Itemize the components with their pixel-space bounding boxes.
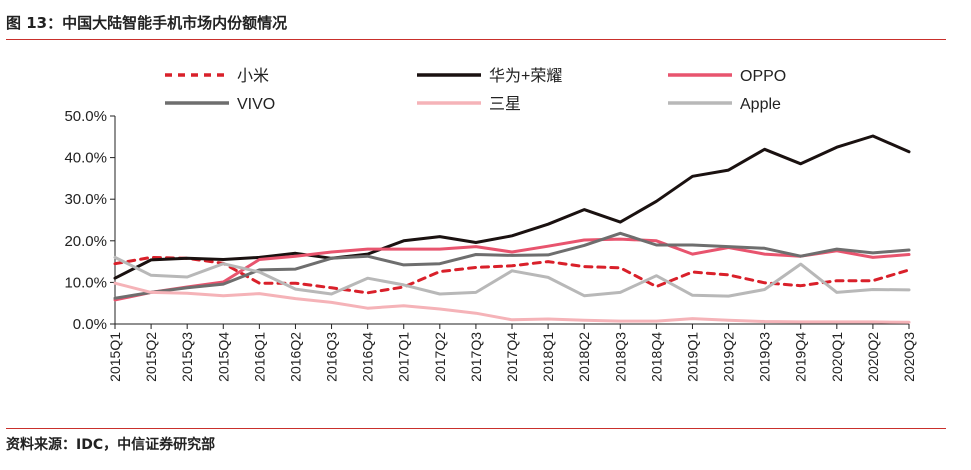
legend-label: Apple [740, 96, 781, 113]
source-note: 资料来源：IDC，中信证券研究部 [6, 437, 216, 453]
series-line-1 [113, 134, 911, 280]
x-tick-label: 2019Q3 [757, 332, 773, 382]
y-tick-label: 10.0% [64, 274, 107, 291]
x-tick-label: 2020Q1 [829, 332, 845, 382]
x-tick-label: 2018Q4 [648, 332, 664, 382]
y-tick-label: 30.0% [64, 191, 107, 208]
x-tick-label: 2017Q3 [468, 332, 484, 382]
x-tick-label: 2019Q4 [793, 332, 809, 382]
x-tick-label: 2016Q1 [251, 332, 267, 382]
legend-label: 三星 [489, 96, 521, 113]
figure-title: 图 13：中国大陆智能手机市场内份额情况 [6, 14, 288, 32]
x-tick-label: 2016Q4 [360, 332, 376, 382]
y-tick-label: 40.0% [64, 150, 107, 167]
legend-label: 小米 [237, 67, 269, 85]
x-tick-label: 2018Q2 [576, 332, 592, 382]
x-tick-label: 2019Q1 [684, 332, 700, 382]
series-line-5 [113, 255, 911, 298]
y-tick-label: 50.0% [64, 108, 107, 125]
series-line-2 [113, 237, 911, 302]
x-tick-label: 2017Q2 [432, 332, 448, 382]
x-tick-label: 2020Q3 [901, 332, 917, 382]
line-chart: 小米 华为+荣耀 OPPO VIVO 三星 Apple 0.0% 10.0% 20.0% 30.… [64, 67, 917, 382]
x-tick-label: 2015Q4 [215, 332, 231, 382]
y-axis: 0.0% 10.0% 20.0% 30.0% 40.0% 50.0% [64, 108, 116, 333]
legend-label: 华为+荣耀 [489, 67, 562, 85]
x-tick-label: 2015Q1 [107, 332, 123, 382]
x-tick-label: 2017Q1 [396, 332, 412, 382]
x-tick-label: 2018Q3 [612, 332, 628, 382]
x-tick-label: 2016Q3 [324, 332, 340, 382]
x-tick-label: 2018Q1 [540, 332, 556, 382]
bottom-divider [6, 428, 946, 429]
x-tick-label: 2020Q2 [865, 332, 881, 382]
x-tick-label: 2016Q2 [287, 332, 303, 382]
x-tick-label: 2017Q4 [504, 332, 520, 382]
x-tick-label: 2019Q2 [721, 332, 737, 382]
y-tick-label: 20.0% [64, 233, 107, 250]
top-divider [6, 39, 946, 40]
legend: 小米 华为+荣耀 OPPO VIVO 三星 Apple [165, 67, 786, 113]
y-tick-label: 0.0% [73, 316, 107, 333]
series-line-3 [113, 231, 911, 300]
series-line-0 [113, 255, 911, 295]
legend-label: VIVO [237, 96, 275, 113]
plot-lines [113, 134, 911, 324]
x-tick-label: 2015Q3 [179, 332, 195, 382]
x-tick-label: 2015Q2 [143, 332, 159, 382]
x-axis: 2015Q1 2015Q2 2015Q3 2015Q4 2016Q1 2016Q2 2016… [107, 323, 917, 382]
series-line-4 [113, 281, 911, 324]
legend-label: OPPO [740, 68, 786, 85]
